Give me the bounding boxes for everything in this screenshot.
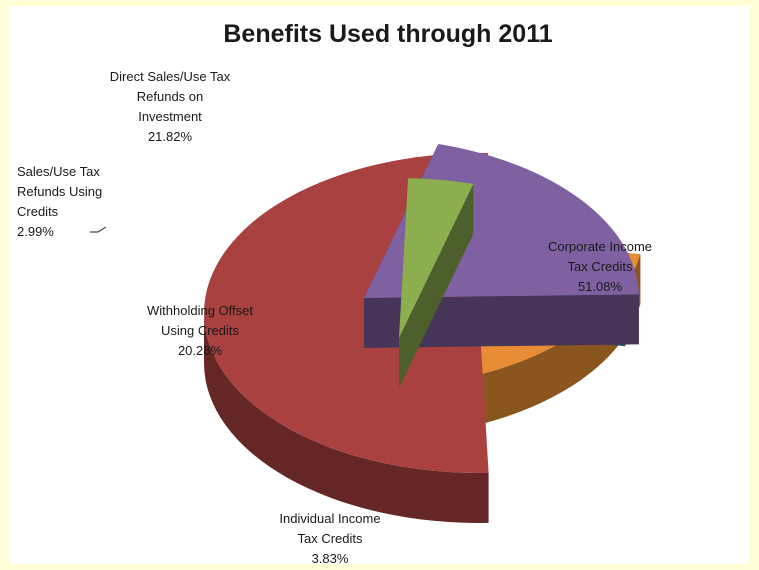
- pie-chart: Benefits Used through 2011 Corporate Inc…: [17, 20, 652, 564]
- chart-panel: Benefits Used through 2011 Corporate Inc…: [10, 6, 749, 564]
- slice-label: Sales/Use Tax Refunds Using Credits 2.99%: [17, 164, 102, 239]
- pie-slice: [399, 178, 474, 388]
- slice-top: [399, 178, 474, 338]
- chart-title: Benefits Used through 2011: [223, 20, 552, 48]
- slice-side: [399, 183, 474, 388]
- slice-labels: Corporate Income Tax Credits 51.08% Individ…: [17, 69, 652, 564]
- slice-label: Corporate Income Tax Credits 51.08%: [548, 239, 652, 294]
- slice-label: Withholding Offset Using Credits 20.28%: [147, 303, 253, 358]
- slice-label: Individual Income Tax Credits 3.83%: [279, 511, 380, 564]
- slice-wall: [204, 313, 489, 524]
- pie-slices: [204, 143, 641, 524]
- leader-line: [90, 226, 107, 233]
- slice-label: Direct Sales/Use Tax Refunds on Investment…: [110, 69, 231, 144]
